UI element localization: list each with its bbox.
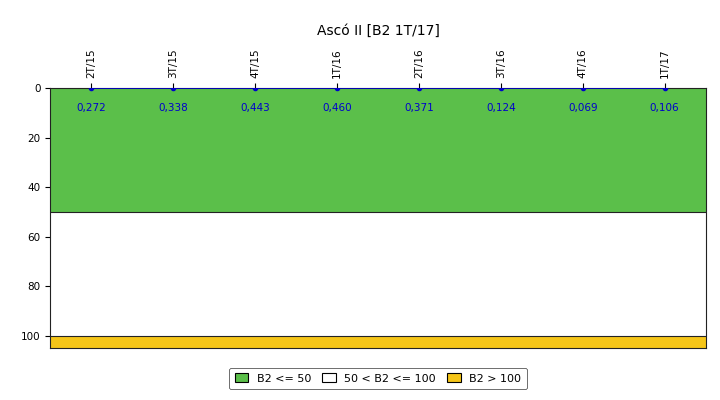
- Bar: [50, 336, 706, 348]
- Bar: [50, 88, 706, 212]
- Text: 0,124: 0,124: [486, 103, 516, 113]
- Text: 0,460: 0,460: [323, 103, 352, 113]
- Legend: B2 <= 50, 50 < B2 <= 100, B2 > 100: B2 <= 50, 50 < B2 <= 100, B2 > 100: [229, 368, 527, 389]
- Bar: [50, 212, 706, 336]
- Text: 0,069: 0,069: [568, 103, 598, 113]
- Text: 0,338: 0,338: [158, 103, 188, 113]
- Text: 0,272: 0,272: [76, 103, 107, 113]
- Title: Ascó II [B2 1T/17]: Ascó II [B2 1T/17]: [317, 24, 439, 38]
- Text: 0,371: 0,371: [404, 103, 434, 113]
- Text: 0,443: 0,443: [240, 103, 270, 113]
- Text: 0,106: 0,106: [650, 103, 680, 113]
